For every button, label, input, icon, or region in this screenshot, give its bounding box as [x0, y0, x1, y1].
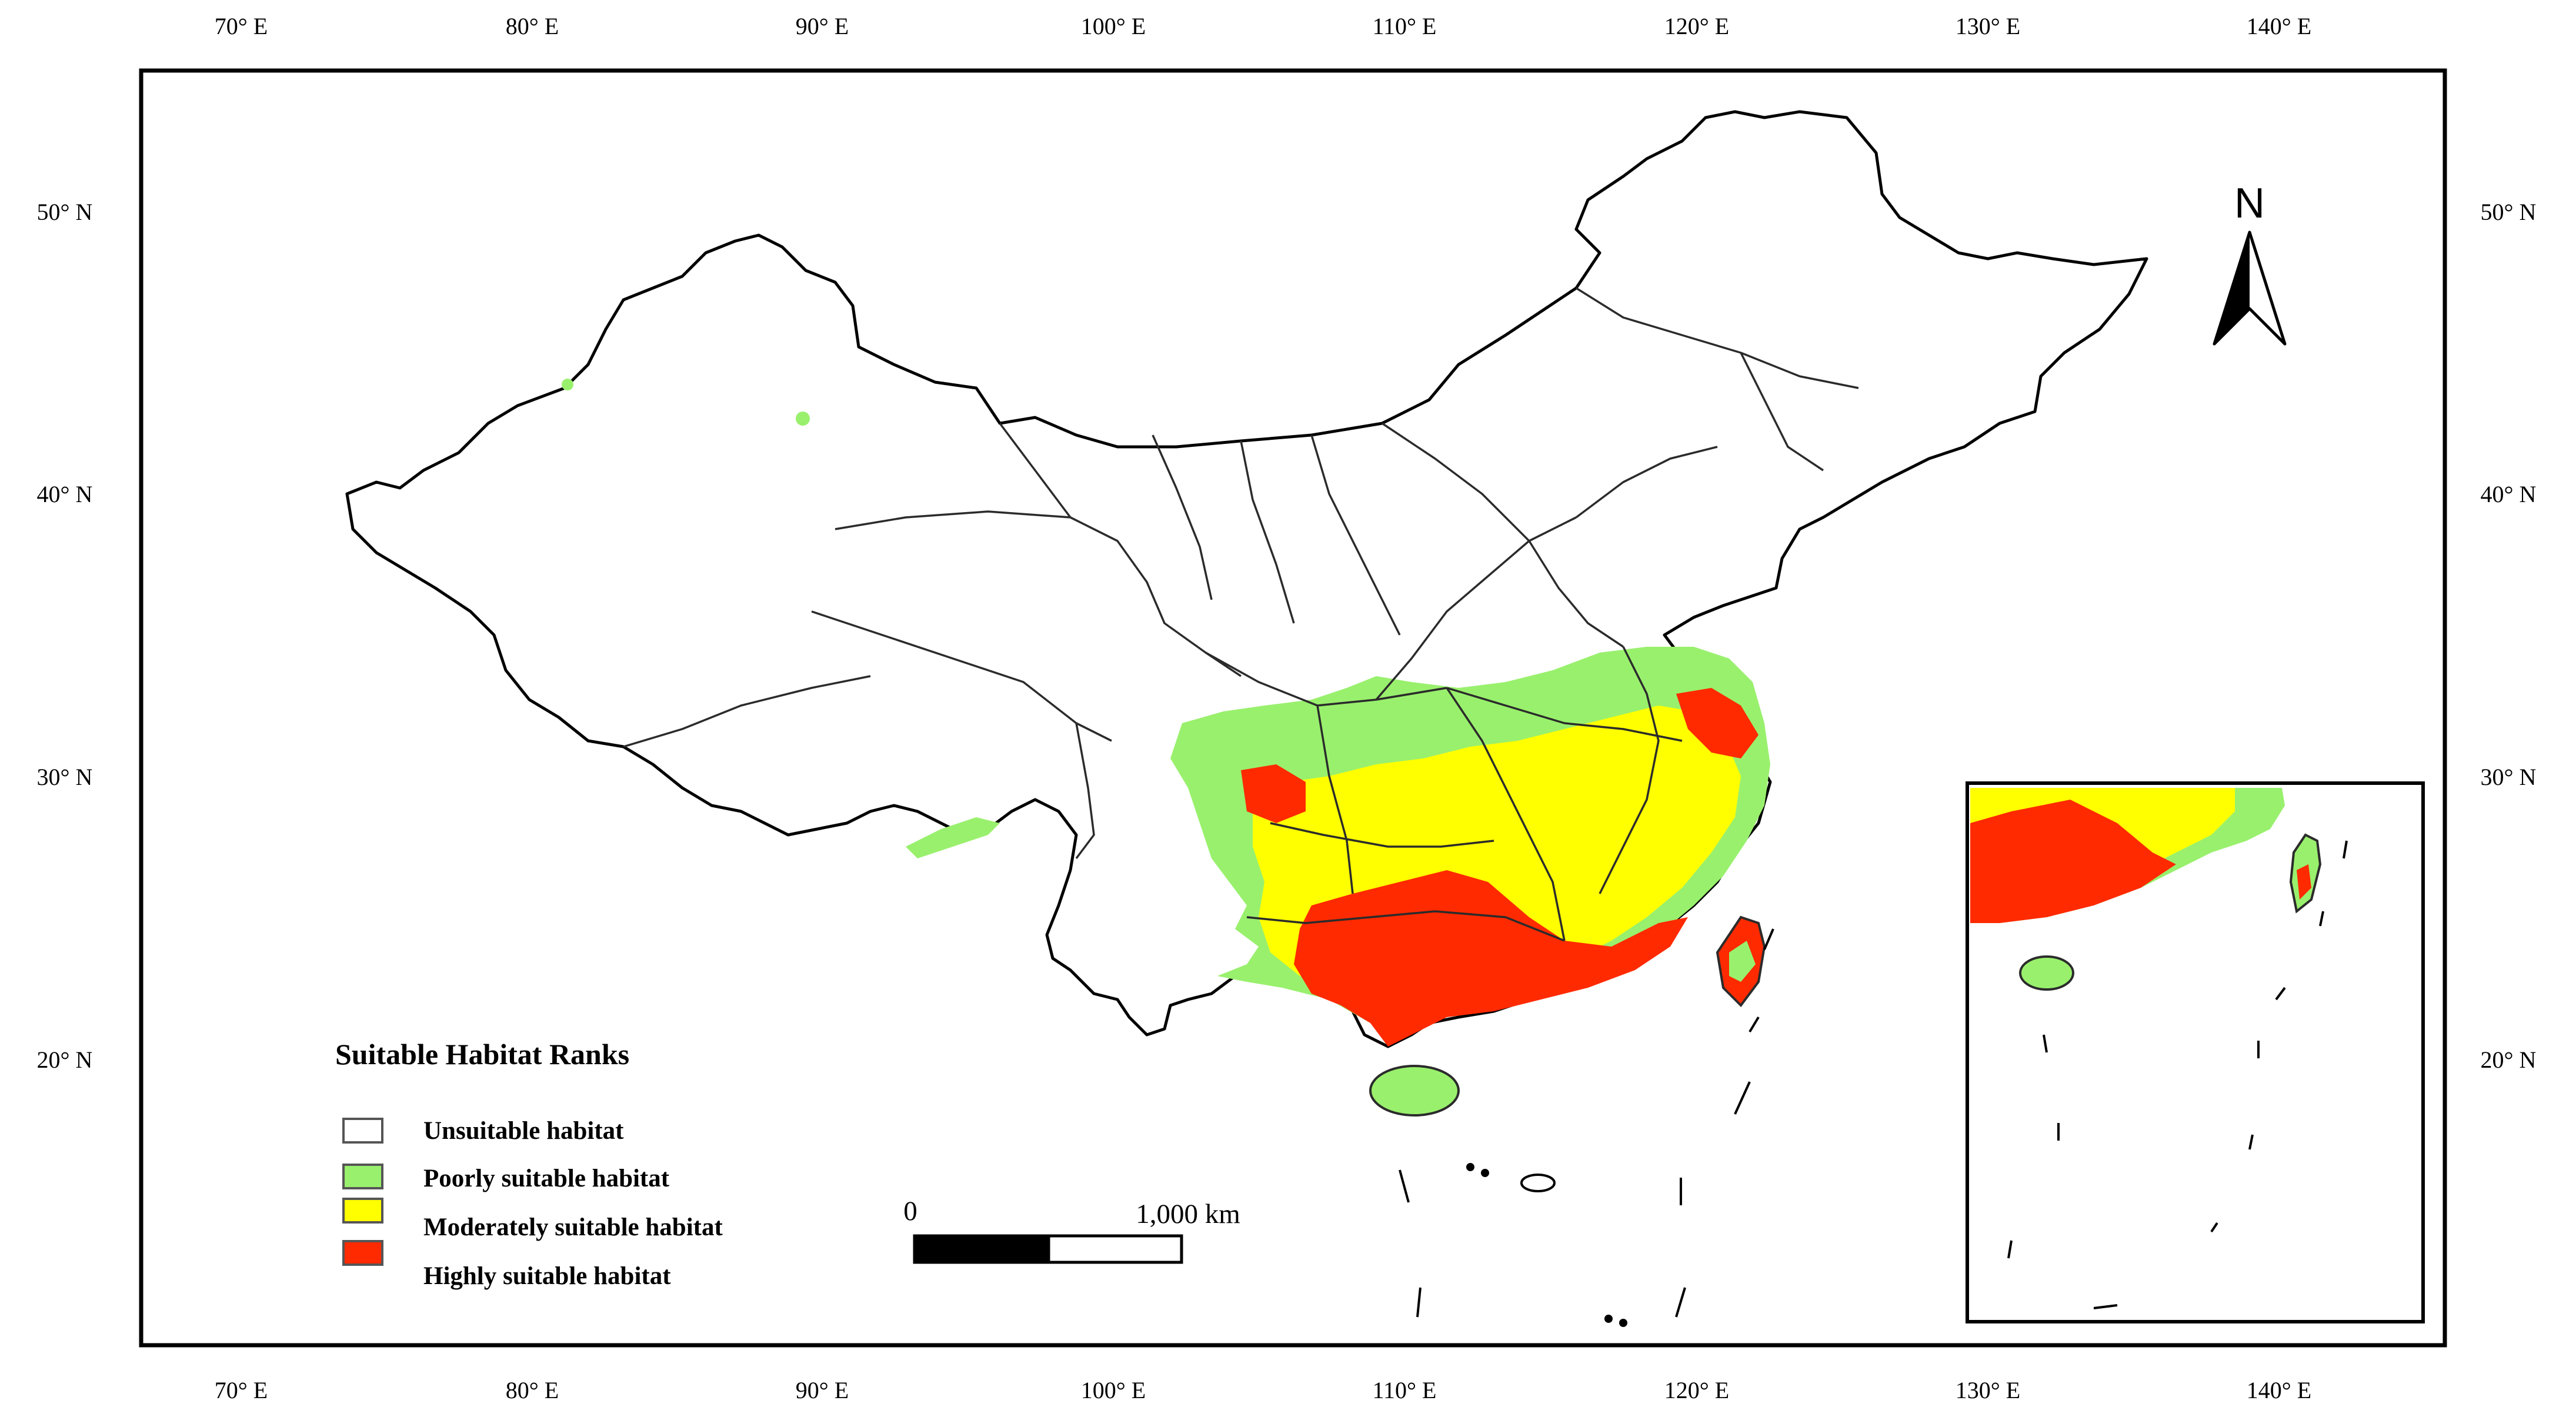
top-lon-label-70: 70° E [215, 13, 268, 39]
legend-title: Suitable Habitat Ranks [335, 1038, 629, 1071]
north-arrow-label: N [2234, 180, 2265, 227]
top-lon-label-90: 90° E [796, 13, 849, 39]
left-lat-label-40: 40° N [37, 481, 93, 507]
scale-bar-white-segment [1047, 1234, 1183, 1264]
left-latitude-labels: 50° N 40° N 30° N 20° N [37, 199, 93, 1073]
poor-suitability-xinjiang-dot [562, 379, 573, 390]
legend-label-high: Highly suitable habitat [423, 1262, 671, 1290]
legend-swatch-unsuitable [342, 1118, 383, 1144]
inset-high-region [1970, 800, 2176, 923]
top-lon-label-130: 130° E [1956, 13, 2020, 39]
inset-map [1966, 781, 2425, 1323]
bottom-lon-label-90: 90° E [796, 1377, 849, 1403]
inset-dash-lines [2007, 840, 2348, 1309]
legend-label-unsuitable: Unsuitable habitat [423, 1117, 624, 1145]
south-sea-islands [1399, 928, 1774, 1327]
inset-taiwan-high-fill [2297, 864, 2311, 900]
top-lon-label-110: 110° E [1373, 13, 1437, 39]
bottom-longitude-labels: 70° E 80° E 90° E 100° E 110° E 120° E 1… [215, 1377, 2311, 1403]
bottom-lon-label-80: 80° E [506, 1377, 559, 1403]
legend-label-moderate: Moderately suitable habitat [423, 1214, 723, 1241]
legend: Suitable Habitat Ranks Unsuitable habita… [335, 1038, 723, 1290]
bottom-lon-label-130: 130° E [1956, 1377, 2020, 1403]
legend-swatch-high [342, 1240, 383, 1266]
high-suitability-sichuan-patch [1241, 764, 1306, 823]
top-lon-label-120: 120° E [1664, 13, 1729, 39]
north-arrow: N [2213, 180, 2287, 346]
bottom-lon-label-140: 140° E [2247, 1377, 2311, 1403]
high-suitability-northeast-patch [1676, 688, 1759, 758]
legend-swatch-poor [342, 1164, 383, 1189]
left-lat-label-30: 30° N [37, 764, 93, 790]
right-lat-label-20: 20° N [2481, 1047, 2537, 1073]
bottom-lon-label-100: 100° E [1081, 1377, 1146, 1403]
right-lat-label-30: 30° N [2481, 764, 2537, 790]
top-lon-label-80: 80° E [506, 13, 559, 39]
poor-suitability-tibet-patch [906, 817, 1000, 858]
left-lat-label-50: 50° N [37, 199, 93, 225]
bottom-lon-label-110: 110° E [1373, 1377, 1437, 1403]
top-longitude-labels: 70° E 80° E 90° E 100° E 110° E 120° E 1… [215, 13, 2311, 39]
left-lat-label-20: 20° N [37, 1047, 93, 1073]
inset-hainan-island [2019, 955, 2074, 991]
bottom-lon-label-120: 120° E [1664, 1377, 1729, 1403]
scale-bar-end-label: 1,000 km [1136, 1199, 1240, 1229]
top-lon-label-100: 100° E [1081, 13, 1146, 39]
bottom-lon-label-70: 70° E [215, 1377, 268, 1403]
scale-bar: 0 1,000 km [903, 1196, 1240, 1264]
north-arrow-dark-half [2214, 232, 2250, 344]
right-latitude-labels: 50° N 40° N 30° N 20° N [2481, 199, 2537, 1073]
scale-bar-outline [913, 1234, 1183, 1264]
hainan-island [1369, 1065, 1460, 1117]
suitability-layer [562, 379, 1770, 1117]
legend-swatch-moderate [342, 1198, 383, 1224]
taiwan-island-poor-fill [1729, 941, 1756, 982]
province-borders [623, 287, 1859, 942]
right-lat-label-40: 40° N [2481, 481, 2537, 507]
scale-bar-black-segment [915, 1236, 1049, 1262]
scale-bar-start-label: 0 [903, 1196, 917, 1226]
legend-label-poor: Poorly suitable habitat [423, 1165, 670, 1192]
top-lon-label-140: 140° E [2247, 13, 2311, 39]
poor-suitability-xinjiang-dot-2 [796, 412, 810, 426]
right-lat-label-50: 50° N [2481, 199, 2537, 225]
